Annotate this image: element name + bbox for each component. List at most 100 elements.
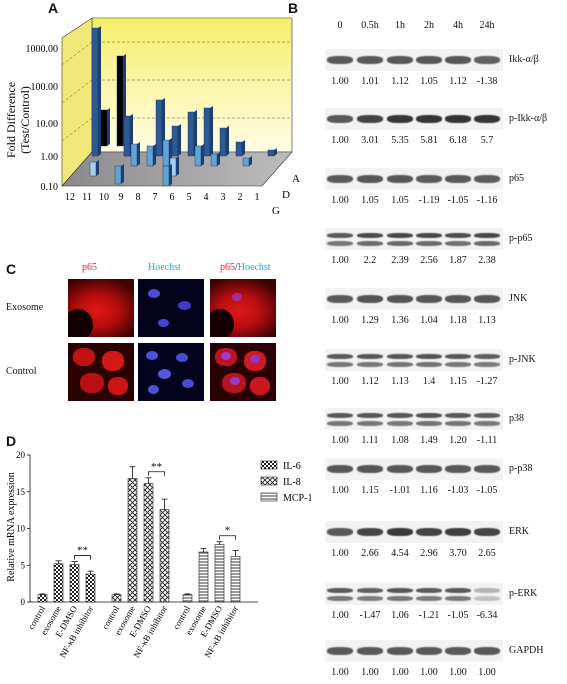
blot-band (445, 588, 471, 593)
b-timepoint: 1h (395, 20, 405, 31)
blot-fold-value: 1.00 (331, 548, 349, 559)
blot-band (474, 233, 500, 238)
blot-protein-label: p38 (509, 413, 524, 424)
a-xtick: 4 (204, 192, 209, 203)
blot-fold-value: -6.34 (476, 610, 498, 621)
blot-band (327, 362, 353, 367)
micrograph-control-p65 (68, 343, 134, 401)
blot-fold-value: 1.00 (331, 195, 349, 206)
blot-fold-value: 1.01 (361, 76, 379, 87)
blot-protein-label: p-p65 (509, 233, 533, 244)
blot-fold-value: 2.96 (420, 548, 438, 559)
d-bar (53, 563, 64, 603)
blot-strip (325, 288, 503, 310)
blot-band (416, 56, 442, 64)
blot-protein-label: p-ERK (509, 588, 538, 599)
blot-fold-value: -1.19 (418, 195, 440, 206)
blot-fold-value: 1.29 (361, 315, 379, 326)
a-ytick: 1000.00 (26, 44, 59, 55)
blot-band (474, 465, 500, 473)
blot-band (327, 115, 353, 123)
d-significance-mark: * (225, 525, 231, 537)
blot-strip (325, 228, 503, 250)
a-bar-side (217, 152, 220, 166)
a-xtick: 10 (99, 192, 109, 203)
blot-fold-value: 1.00 (478, 667, 496, 678)
blot-band (357, 413, 383, 418)
a-ztick: G (272, 205, 280, 217)
blot-strip (325, 349, 503, 371)
d-ytick-label: 10 (16, 524, 26, 534)
blot-fold-value: 1.15 (361, 485, 379, 496)
blot-band (474, 588, 500, 593)
blot-band (445, 596, 471, 601)
blot-band (327, 56, 353, 64)
d-ytick-label: 15 (16, 487, 26, 497)
blot-fold-value: 1.13 (391, 376, 409, 387)
b-timepoint: 24h (479, 20, 495, 31)
blot-fold-value: 2.38 (478, 255, 496, 266)
a-xtick: 2 (238, 192, 243, 203)
blot-fold-value: 2.65 (478, 548, 496, 559)
blot-band (327, 528, 353, 536)
blot-protein-label: GAPDH (509, 645, 544, 656)
blot-protein-label: ERK (509, 526, 529, 537)
legend-swatch-mcp1 (260, 492, 278, 502)
panel-a-bars (89, 26, 277, 187)
c-col-merge-p65: p65 (220, 262, 235, 273)
a-bar-side (137, 142, 140, 166)
blot-fold-value: -1.27 (476, 376, 498, 387)
blot-fold-value: 3.01 (361, 135, 379, 146)
blot-band (387, 421, 413, 426)
blot-band (474, 647, 500, 655)
blot-fold-value: -1.11 (476, 435, 498, 446)
a-bar-side (194, 110, 197, 156)
blot-row: p-Ikk-α/β 1.00 3.01 5.35 5.81 6.18 5.7 (325, 108, 565, 152)
blot-band (416, 413, 442, 418)
blot-band (387, 233, 413, 238)
blot-fold-value: 2.66 (361, 548, 379, 559)
blot-fold-value: -1.16 (476, 195, 498, 206)
blot-fold-value: -1.05 (447, 195, 469, 206)
blot-band (327, 241, 353, 246)
blot-row: Ikk-α/β 1.00 1.01 1.12 1.05 1.12 -1.38 (325, 49, 565, 93)
blot-band (474, 413, 500, 418)
blot-fold-value: 1.15 (449, 376, 467, 387)
blot-fold-value: 1.12 (449, 76, 467, 87)
d-bar (69, 564, 80, 603)
d-bar (143, 483, 154, 603)
blot-fold-value: 1.00 (420, 667, 438, 678)
blot-band (416, 241, 442, 246)
blot-band (474, 421, 500, 426)
panel-d-label: D (6, 433, 17, 449)
blot-band (387, 115, 413, 123)
blot-fold-value: 1.06 (391, 610, 409, 621)
blot-fold-value: 1.05 (361, 195, 379, 206)
blot-band (416, 233, 442, 238)
legend-mcp1: MCP-1 (283, 493, 312, 504)
d-significance-mark: ** (77, 545, 88, 557)
blot-fold-value: -1.05 (447, 610, 469, 621)
c-col-merge-hoechst: Hoechst (237, 262, 271, 273)
blot-band (474, 354, 500, 359)
blot-fold-value: -1.38 (476, 76, 498, 87)
micrograph-exosome-merge (210, 279, 276, 337)
blot-band (327, 233, 353, 238)
blot-band (416, 175, 442, 183)
blot-fold-value: 1.11 (361, 435, 379, 446)
d-significance-mark: ** (151, 461, 162, 473)
a-xtick: 9 (119, 192, 124, 203)
a-ylabel-line2: (Test/Control) (18, 86, 32, 154)
blot-band (357, 175, 383, 183)
blot-fold-value: -1.47 (359, 610, 381, 621)
micrograph-control-hoechst (138, 343, 204, 401)
blot-fold-value: -1.03 (447, 485, 469, 496)
blot-band (357, 295, 383, 303)
legend-il8: IL-8 (283, 477, 301, 488)
blot-band (387, 56, 413, 64)
blot-fold-value: 1.00 (331, 255, 349, 266)
blot-strip (325, 640, 503, 662)
blot-fold-value: 1.87 (449, 255, 467, 266)
blot-band (387, 528, 413, 536)
b-timepoint: 0 (337, 20, 343, 31)
